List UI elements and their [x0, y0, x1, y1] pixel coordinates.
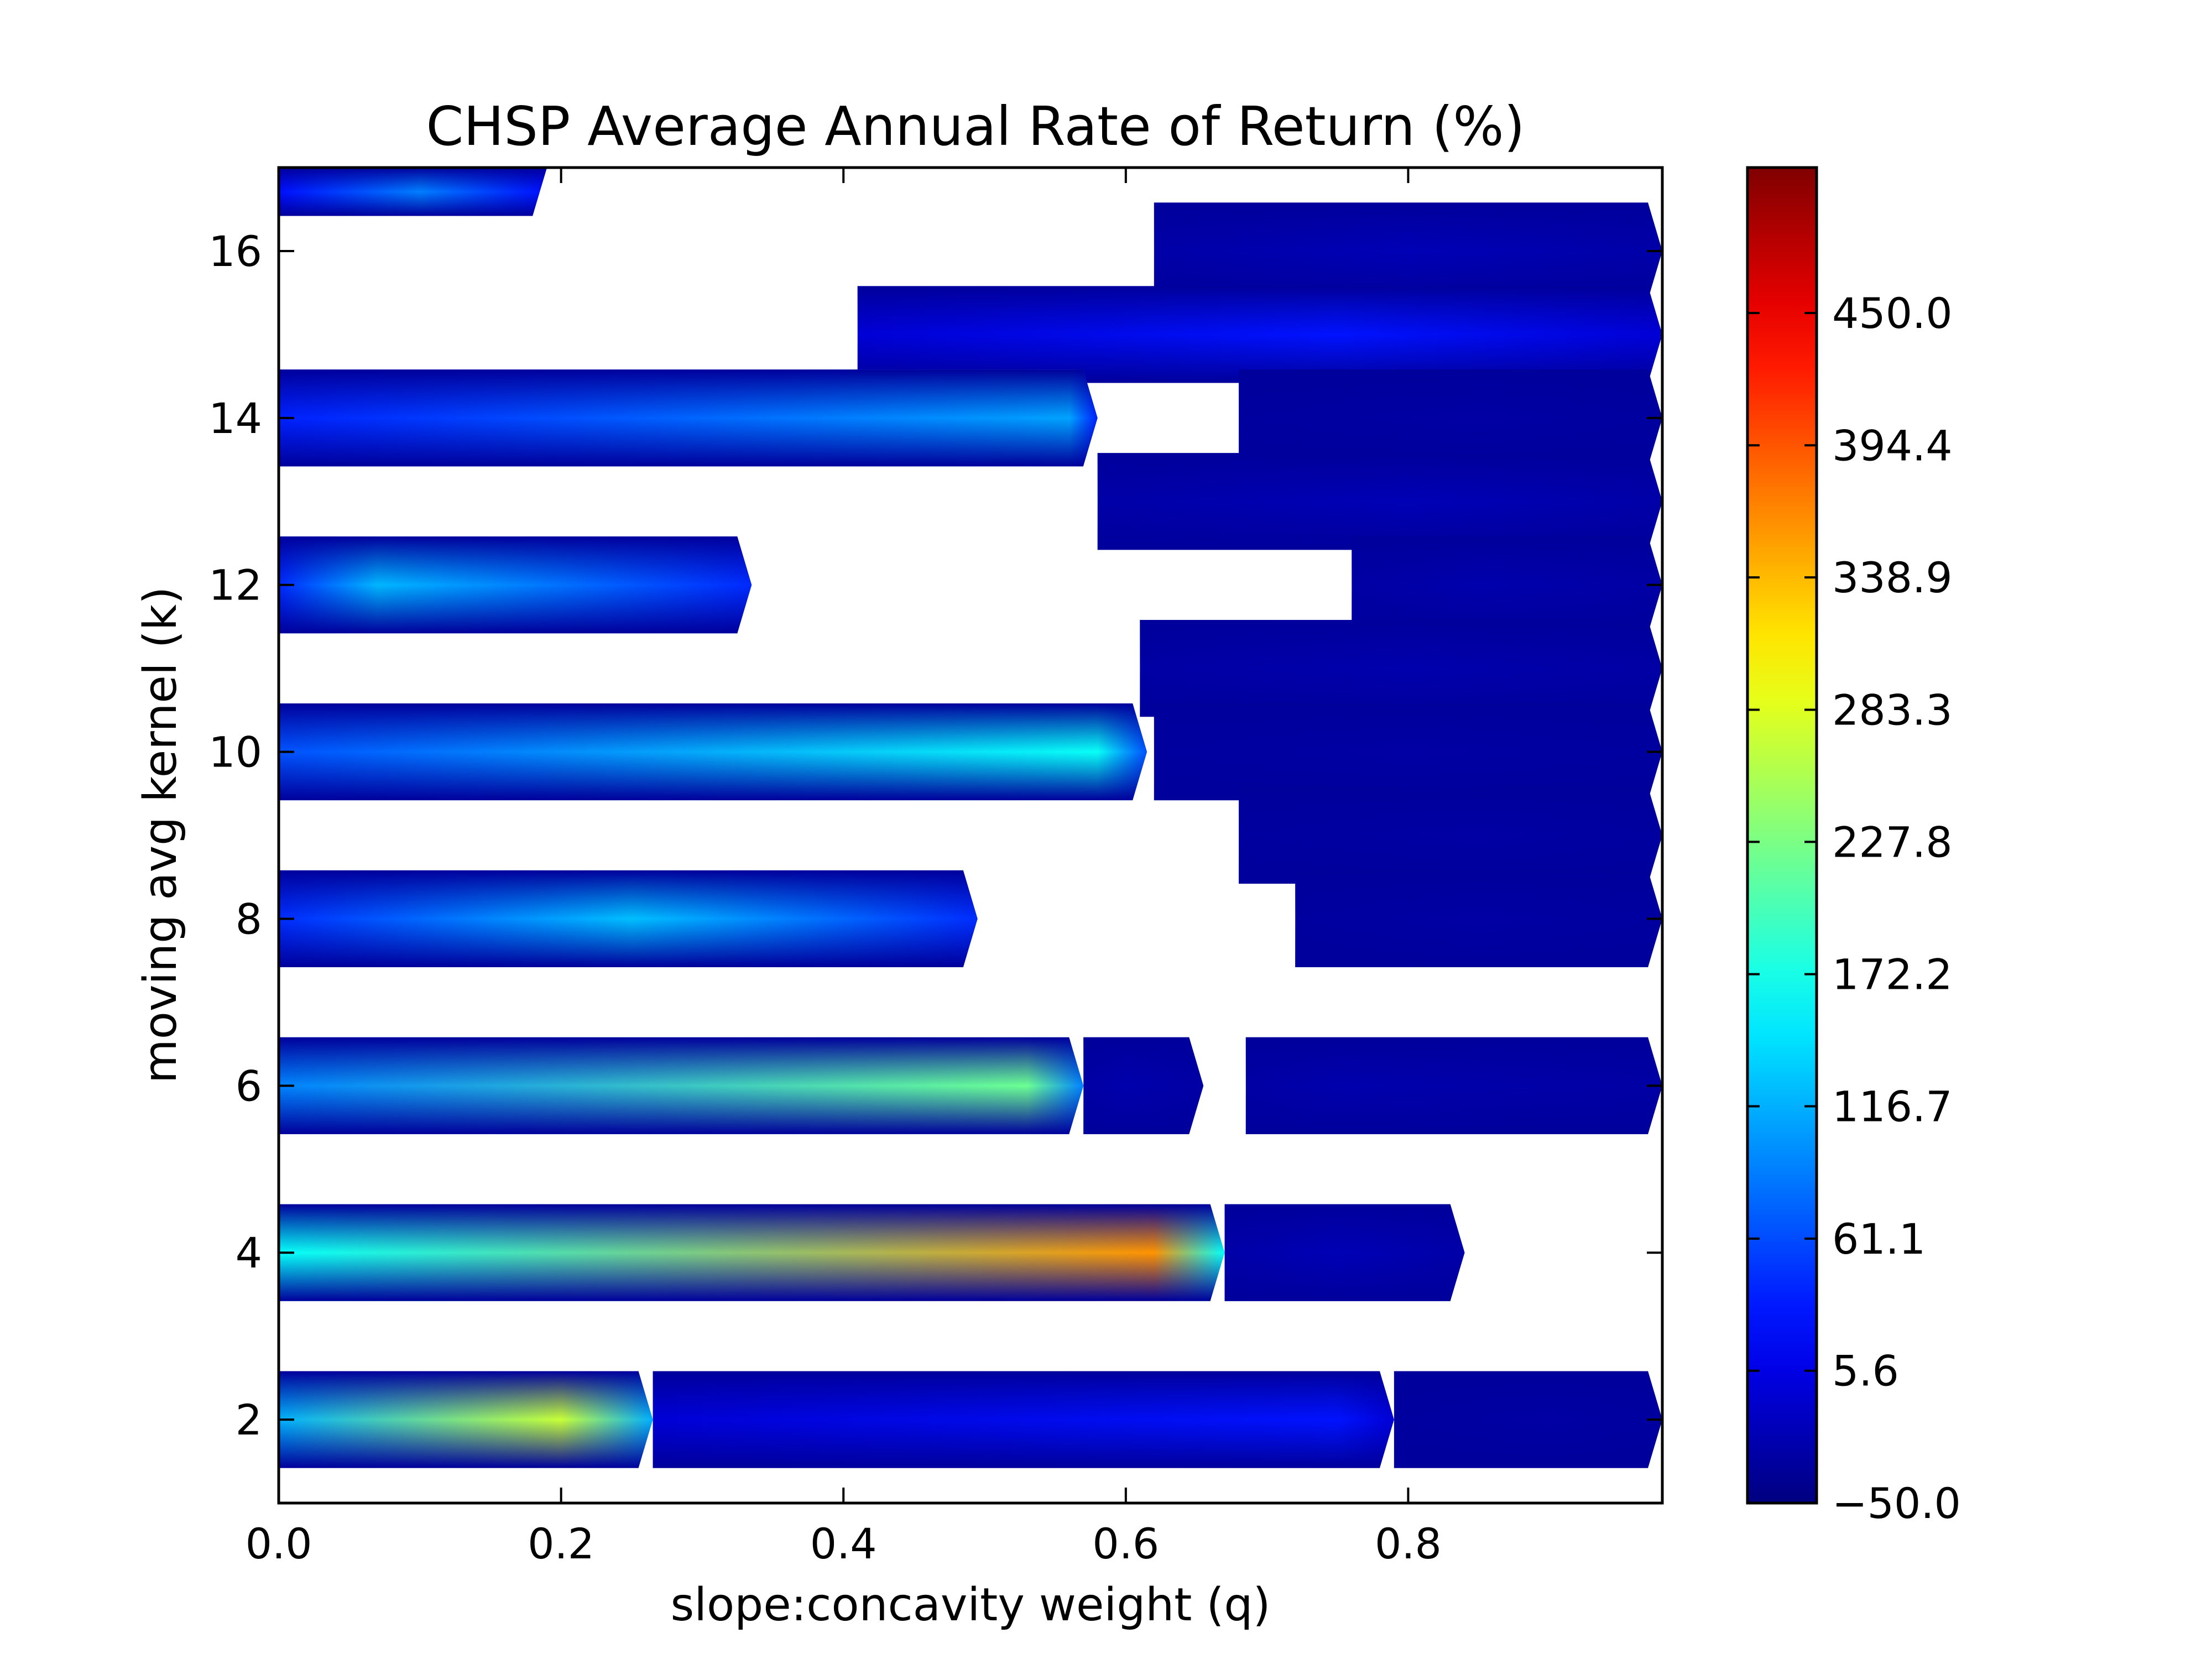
plot-frame: [277, 166, 1664, 1505]
contour-band: [279, 168, 547, 216]
contour-band: [279, 1037, 1084, 1134]
y-tick-label: 2: [236, 1395, 262, 1444]
contour-band: [1154, 703, 1662, 801]
x-axis-label: slope:concavity weight (q): [671, 1579, 1271, 1631]
contour-band: [1083, 1037, 1204, 1134]
y-tick-label: 12: [208, 561, 262, 610]
plot-area: [277, 166, 1664, 1505]
chart-title: CHSP Average Annual Rate of Return (%): [426, 95, 1525, 158]
x-tick-label: 0.4: [810, 1519, 877, 1568]
contour-band: [279, 870, 978, 967]
x-tick-label: 0.6: [1092, 1519, 1159, 1568]
colorbar-tick-label: 5.6: [1832, 1347, 1899, 1396]
contour-band: [1224, 1204, 1465, 1301]
y-tick-label: 4: [236, 1228, 262, 1277]
y-tick-label: 8: [236, 894, 262, 943]
colorbar-tick-label: 394.4: [1832, 421, 1953, 470]
contour-band: [1097, 453, 1662, 550]
y-tick-label: 16: [208, 227, 262, 276]
colorbar-tick-label: 172.2: [1832, 950, 1953, 999]
x-tick-label: 0.2: [528, 1519, 594, 1568]
contour-band: [279, 536, 752, 634]
colorbar-gradient: [1746, 166, 1818, 1505]
contour-band: [1140, 620, 1662, 717]
x-axis: 0.0 0.2 0.4 0.6 0.8: [246, 168, 1442, 1568]
y-axis-label: moving avg kernel (k): [134, 587, 187, 1083]
y-axis: 2 4 6 8 10 12 14 16: [208, 227, 1662, 1444]
colorbar-tick-label: 283.3: [1832, 685, 1953, 734]
contour-band: [857, 286, 1662, 383]
contour-band: [1239, 369, 1662, 467]
contour-band: [1245, 1037, 1662, 1134]
contour-band: [279, 369, 1098, 467]
y-tick-label: 14: [208, 394, 262, 443]
contour-band: [1154, 202, 1662, 300]
contour-bands: [279, 168, 1662, 1468]
colorbar-tick-label: 338.9: [1832, 553, 1953, 602]
contour-band: [1352, 536, 1662, 634]
contour-band: [279, 703, 1147, 801]
colorbar-tick-label: 227.8: [1832, 817, 1953, 867]
contour-band: [279, 1371, 653, 1468]
colorbar-tick-label: 61.1: [1832, 1214, 1926, 1264]
contour-band: [1239, 786, 1662, 884]
x-tick-label: 0.0: [246, 1519, 312, 1568]
colorbar-tick-label: 116.7: [1832, 1082, 1953, 1131]
colorbar-ticks: 450.0 394.4 338.9 283.3 227.8 172.2 116.7 61.1 5…: [1747, 289, 1961, 1528]
y-tick-label: 6: [236, 1061, 262, 1110]
contour-band: [279, 1204, 1225, 1301]
colorbar-tick-label: −50.0: [1832, 1479, 1961, 1528]
y-tick-label: 10: [208, 728, 262, 777]
contour-band: [653, 1371, 1394, 1468]
colorbar: 450.0 394.4 338.9 283.3 227.8 172.2 116.7 61.1 5…: [1746, 166, 1961, 1528]
colorbar-tick-label: 450.0: [1832, 289, 1953, 338]
contour-band: [1394, 1371, 1662, 1468]
contour-band: [1295, 870, 1662, 967]
x-tick-label: 0.8: [1375, 1519, 1442, 1568]
